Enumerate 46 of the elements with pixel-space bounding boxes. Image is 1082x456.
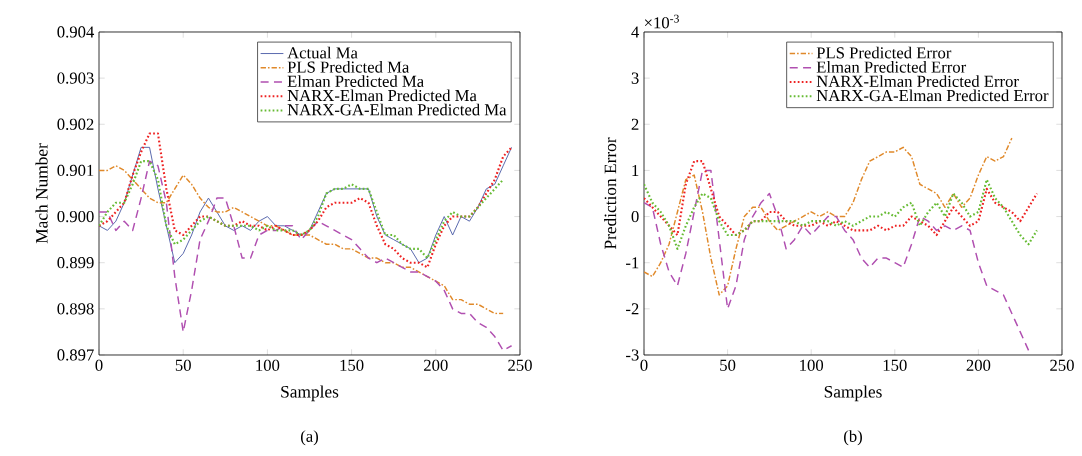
legend-label: NARX-Elman Predicted Ma	[287, 89, 477, 102]
y-tick-label: 0	[631, 210, 639, 223]
legend-label: Elman Predicted Error	[816, 60, 967, 73]
x-tick-label: 50	[175, 359, 191, 371]
x-tick-label: 250	[508, 359, 532, 371]
legend-label: Elman Predicted Ma	[287, 75, 424, 87]
x-tick-label: 150	[340, 359, 364, 371]
y-tick-label: 1	[632, 164, 639, 176]
x-tick-label: 250	[1050, 359, 1074, 371]
x-tick-label: 100	[800, 359, 824, 371]
x-axis-title: Samples	[281, 385, 339, 402]
x-tick-label: 0	[95, 359, 103, 371]
legend-label: PLS Predicted Error	[816, 46, 952, 59]
y-tick-label: 0.899	[57, 257, 94, 269]
y-tick-label: 0.897	[57, 349, 94, 361]
line-series	[99, 160, 513, 352]
x-tick-label: 50	[720, 359, 736, 371]
y-axis-title: Prediction Error	[604, 137, 617, 250]
legend-label: NARX-Elman Predicted Error	[816, 75, 1019, 87]
y-axis-title: Mach Number	[35, 143, 48, 244]
x-tick-label: 200	[424, 359, 448, 371]
y-tick-label: 0.904	[57, 26, 95, 38]
y-tick-label: 0.898	[57, 303, 94, 315]
x-tick-label: 150	[883, 359, 907, 371]
x-tick-label: 100	[256, 359, 280, 371]
y-tick-label: 0.901	[57, 164, 94, 177]
legend-label: NARX-GA-Elman Predicted Error	[816, 89, 1049, 102]
line-series	[644, 169, 1030, 352]
y-tick-label: -3	[626, 349, 639, 361]
y-tick-label: 0.900	[57, 210, 94, 223]
text: ×10$^{-3}$	[644, 14, 679, 29]
text: (a)	[300, 430, 319, 446]
y-tick-label: -2	[626, 303, 639, 315]
y-tick-label: 0.903	[57, 72, 94, 84]
y-tick-label: -1	[626, 257, 639, 269]
y-tick-label: 2	[631, 118, 639, 130]
y-tick-label: 4	[631, 26, 640, 38]
legend-label: Actual Ma	[287, 46, 358, 59]
y-tick-label: 0.902	[57, 118, 94, 130]
legend-label: NARX-GA-Elman Predicted Ma	[287, 103, 507, 116]
x-tick-label: 200	[966, 359, 991, 371]
y-tick-label: 3	[631, 72, 639, 84]
text: (b)	[844, 430, 862, 446]
x-tick-label: 0	[640, 359, 648, 371]
x-axis-title: Samples	[824, 385, 882, 402]
legend-label: PLS Predicted Ma	[287, 60, 410, 73]
